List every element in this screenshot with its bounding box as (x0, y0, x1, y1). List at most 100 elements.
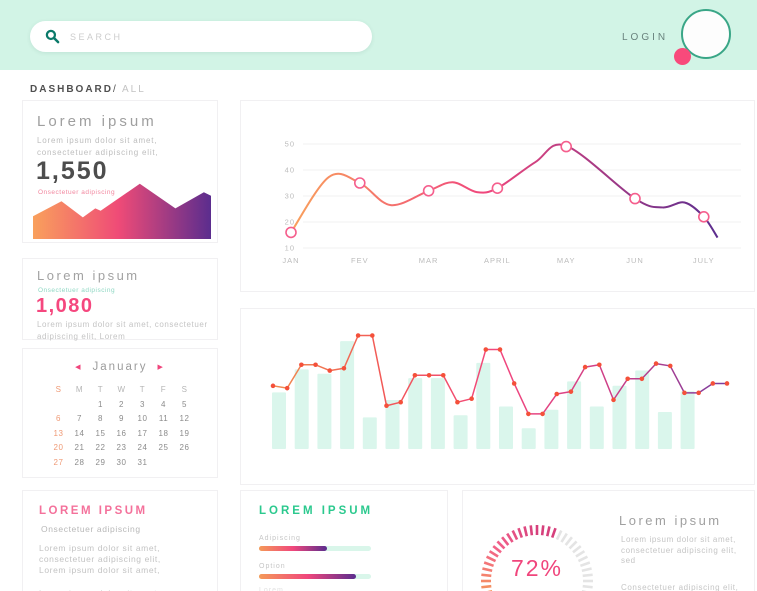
calendar-day[interactable]: 2 (119, 399, 124, 409)
gauge-percent-label: 72% (510, 555, 564, 581)
calendar-header: ◀ January ▶ (23, 361, 217, 373)
progress-bars: Adipiscing Option (259, 535, 375, 591)
card-body-text: Lorem ipsum dolor sit amet, consectetuer… (39, 543, 161, 576)
calendar-day[interactable]: 6 (56, 414, 61, 423)
calendar-day[interactable]: 3 (140, 399, 145, 409)
stat-card-1550: Lorem ipsum Lorem ipsum dolor sit amet, … (22, 100, 218, 243)
calendar-day-empty (153, 458, 174, 473)
breadcrumb-dashboard[interactable]: DASHBOARD (30, 84, 113, 95)
svg-text:40: 40 (285, 166, 295, 175)
calendar-day[interactable]: 21 (74, 443, 85, 452)
card-title: LOREM IPSUM (39, 505, 148, 517)
calendar-day-header: M (75, 385, 84, 394)
svg-text:APRIL: APRIL (484, 256, 511, 265)
svg-text:10: 10 (285, 244, 295, 253)
calendar-day[interactable]: 23 (116, 443, 127, 452)
calendar-day[interactable]: 10 (137, 414, 148, 423)
calendar-day[interactable]: 29 (95, 457, 106, 467)
card-subtitle: Lorem ipsum dolor sit amet, consectetuer… (37, 136, 159, 158)
breadcrumb: DASHBOARD/ ALL (30, 84, 146, 95)
monthly-line-chart-card: 50 40 30 20 10 JAN FEV MAR APRIL MAY JUN JULY (240, 100, 755, 292)
calendar-day[interactable]: 30 (116, 457, 127, 467)
bar-line-combo-chart (270, 333, 730, 449)
calendar-day[interactable]: 22 (95, 443, 106, 452)
card-body-text-2: Consectetuer adipiscing elit, sed diam n… (621, 583, 739, 591)
calendar-day[interactable]: 13 (53, 428, 64, 438)
calendar-day[interactable]: 16 (116, 428, 127, 438)
svg-text:FEV: FEV (351, 256, 369, 265)
calendar-day[interactable]: 4 (161, 399, 166, 409)
svg-text:JULY: JULY (693, 256, 715, 265)
breadcrumb-separator: / (113, 84, 118, 95)
progress-fill (259, 546, 328, 551)
calendar-day[interactable]: 1 (98, 399, 103, 409)
calendar-day[interactable]: 26 (179, 443, 190, 452)
calendar-day[interactable]: 18 (158, 428, 169, 438)
svg-text:JUN: JUN (626, 256, 644, 265)
calendar-day[interactable]: 31 (137, 457, 148, 467)
calendar-next-icon[interactable]: ▶ (157, 364, 165, 371)
card-body-text-2: Lorem ipsum dolor sit amet (39, 588, 165, 591)
calendar-day[interactable]: 20 (53, 443, 64, 452)
svg-text:20: 20 (285, 218, 295, 227)
card-body-text: Lorem ipsum dolor sit amet, consectetuer… (37, 320, 208, 341)
calendar-day-header: T (97, 385, 104, 394)
calendar-day[interactable]: 9 (119, 414, 124, 423)
calendar-day[interactable]: 8 (98, 414, 103, 423)
calendar-day[interactable]: 19 (179, 428, 190, 438)
progress-next-label: Lorem (259, 587, 284, 591)
card-title: Lorem ipsum (37, 113, 157, 130)
avatar-status-dot (674, 48, 691, 65)
calendar-day[interactable]: 28 (74, 457, 85, 467)
area-sparkline-chart (33, 183, 211, 239)
login-button[interactable]: LOGIN (622, 32, 669, 43)
card-title: Lorem ipsum (37, 268, 140, 283)
progress-label: Adipiscing (259, 535, 301, 542)
calendar-day[interactable]: 11 (158, 414, 169, 423)
calendar-prev-icon[interactable]: ◀ (75, 364, 83, 371)
progress-track (259, 546, 371, 551)
calendar-day[interactable]: 14 (74, 428, 85, 438)
search-bar[interactable] (30, 21, 372, 52)
card-title: Lorem ipsum (619, 513, 722, 528)
svg-text:50: 50 (285, 140, 295, 149)
progress-card: LOREM IPSUM Adipiscing Option Lorem (240, 490, 448, 591)
stat-value: 1,080 (36, 295, 94, 317)
stat-card-1080: Lorem ipsum Onsectetuer adipiscing 1,080… (22, 258, 218, 341)
progress-label: Option (259, 563, 286, 570)
bar-line-combo-chart-card (240, 308, 755, 485)
svg-text:MAR: MAR (419, 256, 439, 265)
calendar-day[interactable]: 27 (53, 457, 64, 467)
calendar-month-label: January (92, 361, 148, 373)
lorem-text-card: LOREM IPSUM Onsectetuer adipiscing Lorem… (22, 490, 218, 591)
calendar-day[interactable]: 7 (77, 414, 82, 423)
calendar-day-header: W (117, 385, 126, 394)
calendar-day-empty (48, 400, 69, 415)
calendar-day[interactable]: 5 (182, 399, 187, 409)
calendar-day[interactable]: 25 (158, 443, 169, 452)
calendar-day-empty (69, 400, 90, 415)
calendar-day[interactable]: 12 (179, 414, 190, 423)
calendar-day[interactable]: 24 (137, 443, 148, 452)
breadcrumb-all[interactable]: ALL (122, 84, 146, 95)
top-header-bar: LOGIN (0, 0, 757, 70)
progress-track (259, 574, 371, 579)
calendar-day-header: S (181, 385, 188, 394)
calendar-day-header: T (139, 385, 146, 394)
card-subtitle: Onsectetuer adipiscing (41, 524, 141, 534)
svg-text:JAN: JAN (282, 256, 299, 265)
search-input[interactable] (70, 31, 330, 42)
stat-caption: Onsectetuer adipiscing (38, 189, 116, 196)
svg-text:30: 30 (285, 192, 295, 201)
calendar-day[interactable]: 15 (95, 428, 106, 438)
card-title: LOREM IPSUM (259, 505, 374, 517)
calendar-day-header: S (55, 385, 62, 394)
svg-text:MAY: MAY (557, 256, 576, 265)
calendar-card: ◀ January ▶ S M T W T F S 1 2 3 4 5 6 7 8 9 10 11 12 13 14 15 16… (22, 348, 218, 478)
donut-gauge-chart (481, 525, 593, 591)
calendar-day[interactable]: 17 (137, 428, 148, 438)
card-body-text: Lorem ipsum dolor sit amet, consectetuer… (621, 535, 737, 566)
stat-value: 1,550 (36, 157, 109, 185)
progress-fill (259, 574, 357, 579)
